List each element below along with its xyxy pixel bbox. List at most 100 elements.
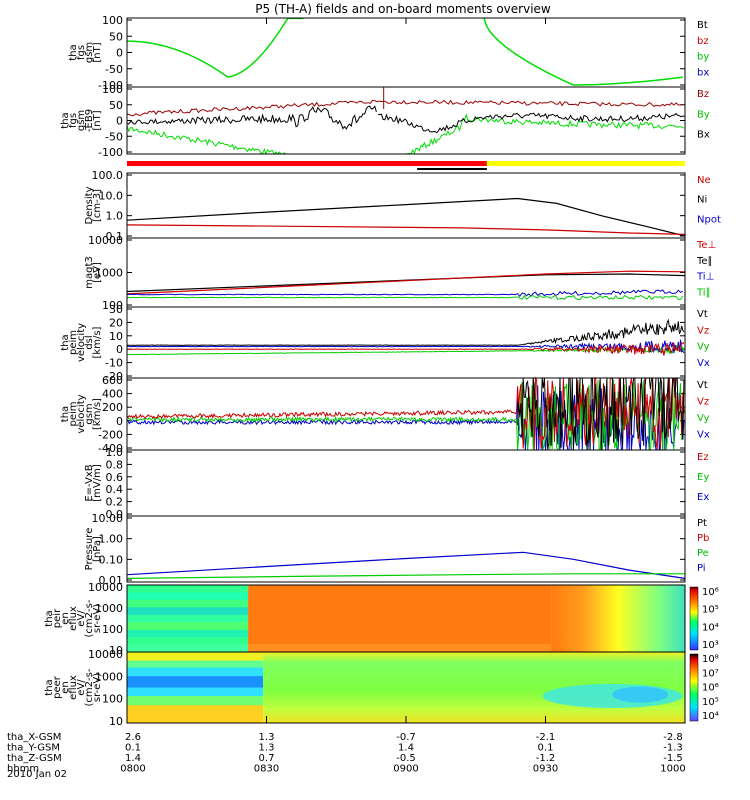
panel-ylabel-line: peer <box>52 675 63 699</box>
panel-ylabel-line: tha <box>60 112 71 128</box>
y-tick-label: 20 <box>109 316 123 329</box>
y-tick-label: 0.2 <box>106 496 124 509</box>
x-row-value: 1.3 <box>259 743 275 754</box>
legend-vel_dsl-item: Vy <box>697 342 710 353</box>
legend-efield-item: Ex <box>697 492 709 503</box>
legend-pressure-item: Pb <box>697 533 709 544</box>
panel-ylabel-line: tha <box>60 406 71 422</box>
panel-ylabel-line: eV/ <box>76 610 87 627</box>
legend-fgl-item: Bx <box>697 130 710 141</box>
panel-ylabel-line: sr-eV) <box>92 673 103 702</box>
legend-efield-item: Ez <box>697 452 709 463</box>
y-tick-label: 0 <box>116 415 123 428</box>
legend-density-item: Npot <box>697 214 721 225</box>
y-tick-label: 100 <box>102 83 123 96</box>
y-tick-label: -50 <box>105 130 123 143</box>
x-row-value: -0.5 <box>396 753 416 764</box>
y-tick-label: 10.00 <box>92 512 124 525</box>
mode-bar <box>127 161 685 170</box>
panel-temp: magt3[eV] 10000 1000 100 Te⊥ Te∥ Ti⊥ Ti∥ <box>84 234 716 312</box>
panel-ylabel-line: [eV] <box>92 262 103 283</box>
y-tick-label: -10 <box>105 357 123 370</box>
panel-ylabel-line: (cm2-s- <box>84 599 95 637</box>
legend-vel_gsm-item: Vt <box>697 380 708 391</box>
x-row-label: tha_Z-GSM <box>7 753 62 764</box>
panel-ylabel-line: Density <box>84 186 95 224</box>
x-row-label: tha_Y-GSM <box>7 743 60 754</box>
y-tick-label: -200 <box>98 428 123 441</box>
x-row-value: 1000 <box>660 764 685 775</box>
colorbar-label: 10⁷ <box>702 668 719 679</box>
x-row-value: -2.1 <box>536 732 556 743</box>
panel-efield: E=-VxB[mV/m]1.00.80.60.40.20.0 Ez Ey Ex <box>84 446 709 521</box>
y-tick-label: 0 <box>116 115 123 128</box>
y-tick-label: 1.00 <box>99 533 124 546</box>
panel-ylabel-line: peim <box>68 330 79 355</box>
y-tick-label: 0.6 <box>106 471 124 484</box>
panel-ylabel-line: fgs <box>68 113 79 128</box>
y-tick-label: 1000 <box>95 670 123 683</box>
y-tick-label: 10 <box>109 715 123 728</box>
panel-ylabel-line: gsm <box>84 403 95 424</box>
x-row-value: 0830 <box>254 764 279 775</box>
panel-ylabel-line: tha <box>44 679 55 695</box>
y-tick-label: 100.0 <box>92 169 124 182</box>
density-traces <box>126 197 686 237</box>
legend-pressure-item: Pe <box>697 548 709 559</box>
legend-temp-item: Te∥ <box>696 256 713 267</box>
y-tick-label: 0 <box>116 343 123 356</box>
legend-vel_gsm-item: Vx <box>697 430 710 441</box>
legend-fgl-item: By <box>697 109 710 120</box>
y-tick-label: 10000 <box>88 234 123 247</box>
colorbar-label: 10⁶ <box>702 587 719 598</box>
x-row-value: 1.3 <box>259 732 275 743</box>
x-row-value: 0.7 <box>259 753 275 764</box>
legend-temp-item: Ti∥ <box>696 287 711 298</box>
panel-ylabel-line: fgs <box>76 45 87 60</box>
x-row-value: 1.4 <box>125 753 141 764</box>
y-tick-label: 100 <box>102 14 123 27</box>
colorbar <box>689 586 699 651</box>
y-tick-label: 0.0 <box>106 508 124 521</box>
legend-vel_gsm-item: Vz <box>697 397 709 408</box>
legend-fgs-item: bx <box>697 67 709 78</box>
y-tick-label: 200 <box>102 401 123 414</box>
y-tick-label: 1.0 <box>106 210 124 223</box>
y-tick-label: -400 <box>98 442 123 455</box>
x-row-value: -2.8 <box>663 732 683 743</box>
panel-ylabel-line: eflux <box>68 675 79 700</box>
y-tick-label: 50 <box>109 99 123 112</box>
x-row-value: 0.1 <box>538 743 554 754</box>
pressure-traces <box>126 551 686 579</box>
y-tick-label: 1000 <box>95 602 123 615</box>
panel-frame <box>126 172 686 239</box>
legend-fgs-item: bz <box>697 36 709 47</box>
legend-temp-item: Te⊥ <box>696 240 716 251</box>
colorbar-label: 10⁸ <box>702 654 719 665</box>
panel-frame <box>126 449 686 517</box>
colorbar <box>689 653 699 722</box>
panel-ylabel-line: [mV/m] <box>92 464 103 502</box>
x-row-value: 2.6 <box>125 732 141 743</box>
panel-frame <box>126 515 686 583</box>
panel-ylabel-line: eV/ <box>76 679 87 696</box>
legend-vel_dsl-item: Vt <box>697 309 708 320</box>
panel-ylabel-line: tha <box>68 44 79 60</box>
y-tick-label: 100 <box>102 299 123 312</box>
y-tick-label: 10000 <box>88 648 123 661</box>
x-row-value: 0930 <box>533 764 558 775</box>
colorbar-label: 10⁴ <box>702 622 719 633</box>
panel-ylabel-line: tha <box>44 610 55 626</box>
y-tick-label: -100 <box>98 79 123 92</box>
y-tick-label: 1.0 <box>106 446 124 459</box>
y-tick-label: 30 <box>109 303 123 316</box>
x-row-label: hhmm <box>7 764 39 775</box>
y-tick-label: 10 <box>109 644 123 657</box>
panel-ylabel-line: gsm <box>76 110 87 131</box>
x-row-value: -1.5 <box>663 753 683 764</box>
x-row-value: 0900 <box>393 764 418 775</box>
y-tick-label: 400 <box>102 388 123 401</box>
